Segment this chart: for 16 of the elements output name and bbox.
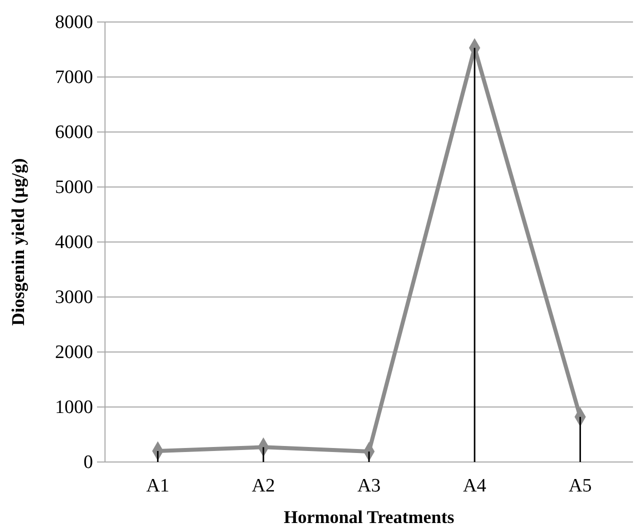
y-tick-label: 7000 (55, 67, 93, 88)
y-tick-label: 6000 (55, 122, 93, 144)
x-tick-label: A3 (357, 475, 381, 496)
x-axis-title: Hormonal Treatments (284, 507, 454, 527)
y-axis-title: Diosgenin yield (µg/g) (8, 158, 28, 326)
y-tick-label: 2000 (55, 342, 93, 364)
y-tick-label: 4000 (55, 232, 93, 254)
y-tick-label: 5000 (55, 177, 93, 198)
y-tick-label: 0 (84, 452, 93, 474)
x-tick-label: A4 (462, 475, 487, 496)
x-tick-label: A5 (568, 475, 592, 496)
x-tick-label: A2 (252, 475, 276, 496)
y-tick-label: 3000 (55, 287, 93, 308)
x-tick-label: A1 (146, 475, 170, 496)
y-tick-label: 8000 (55, 12, 93, 34)
y-tick-label: 1000 (55, 397, 93, 418)
